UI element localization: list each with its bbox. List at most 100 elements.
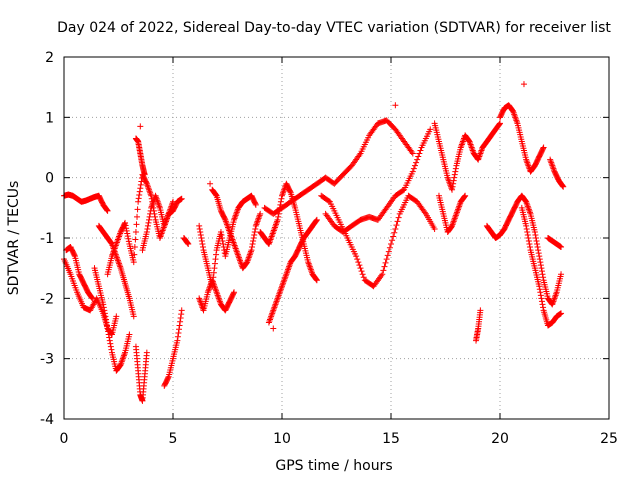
data-point	[196, 225, 203, 232]
data-point	[102, 313, 109, 320]
data-point	[134, 206, 141, 213]
data-point	[496, 121, 503, 128]
data-point	[538, 295, 545, 302]
data-point	[395, 214, 402, 221]
data-point	[536, 283, 543, 290]
data-point	[220, 241, 227, 248]
data-point	[536, 286, 543, 293]
data-point	[461, 193, 468, 200]
data-point	[213, 192, 220, 199]
data-point	[107, 340, 114, 347]
data-point	[391, 229, 398, 236]
series-track-22	[473, 307, 484, 344]
data-point	[413, 159, 420, 166]
data-point	[409, 150, 416, 157]
data-point	[354, 256, 361, 263]
data-point	[132, 236, 139, 243]
series-track-07	[132, 135, 148, 178]
x-tick-label: 15	[382, 431, 400, 447]
data-point	[196, 222, 203, 229]
data-point	[353, 253, 360, 260]
data-point	[134, 213, 141, 220]
data-point	[122, 222, 129, 229]
axis-layer	[63, 56, 610, 420]
chart-title: Day 024 of 2022, Sidereal Day-to-day VTE…	[57, 20, 611, 36]
data-point	[104, 207, 111, 214]
data-point	[108, 346, 115, 353]
data-point	[199, 241, 206, 248]
data-point	[221, 215, 228, 222]
data-point	[132, 228, 139, 235]
data-point	[452, 165, 459, 172]
data-point	[104, 322, 111, 329]
data-point	[175, 330, 182, 337]
x-axis-title: GPS time / hours	[275, 458, 392, 474]
data-point	[539, 301, 546, 308]
data-point	[230, 290, 237, 297]
data-point	[104, 325, 111, 332]
data-point	[536, 256, 543, 263]
data-point	[211, 260, 218, 267]
x-tick-label: 10	[273, 431, 291, 447]
data-point	[130, 259, 137, 266]
data-point	[124, 230, 131, 237]
y-tick-label: -4	[40, 412, 54, 428]
data-point	[131, 251, 138, 258]
data-point	[197, 228, 204, 235]
data-point	[313, 217, 320, 224]
data-point	[532, 235, 539, 241]
outlier-point	[270, 325, 277, 332]
y-tick-label: 1	[45, 110, 54, 126]
data-point	[135, 195, 142, 202]
data-point	[185, 241, 192, 248]
data-point	[539, 271, 546, 278]
data-point	[526, 241, 533, 248]
series-track-08	[132, 343, 150, 404]
data-point	[178, 195, 185, 202]
series-track-18	[318, 192, 438, 290]
data-point	[416, 150, 423, 157]
data-point	[277, 198, 284, 205]
data-point	[143, 179, 150, 186]
x-tick-label: 20	[491, 431, 509, 447]
series-track-10	[161, 307, 185, 389]
data-point	[88, 294, 95, 301]
data-point	[165, 374, 172, 381]
data-point	[178, 307, 185, 314]
data-point	[313, 277, 320, 284]
points-layer	[61, 81, 567, 404]
data-point	[537, 262, 544, 269]
data-point	[431, 225, 438, 232]
data-point	[210, 269, 217, 276]
data-point	[212, 256, 219, 263]
data-point	[313, 216, 320, 223]
data-point	[248, 247, 255, 254]
data-point	[141, 171, 148, 178]
data-point	[199, 244, 206, 251]
outlier-point	[137, 123, 144, 130]
x-tick-label: 0	[60, 431, 69, 447]
data-point	[526, 244, 533, 251]
data-point	[415, 153, 422, 160]
data-point	[535, 250, 542, 257]
series-track-24	[497, 102, 547, 175]
data-point	[102, 316, 109, 323]
data-point	[147, 207, 154, 214]
data-point	[107, 343, 114, 350]
y-tick-label: 2	[45, 50, 54, 66]
data-point	[393, 222, 400, 229]
data-point	[451, 171, 458, 178]
data-point	[144, 225, 151, 232]
data-point	[385, 248, 392, 255]
data-point	[386, 244, 393, 251]
series-track-17	[261, 117, 416, 217]
data-point	[531, 228, 538, 235]
data-point	[106, 337, 113, 344]
data-point	[174, 333, 181, 340]
data-point	[106, 334, 113, 341]
series-track-27	[547, 156, 567, 190]
data-point	[252, 225, 259, 232]
series-track-09	[139, 192, 185, 254]
